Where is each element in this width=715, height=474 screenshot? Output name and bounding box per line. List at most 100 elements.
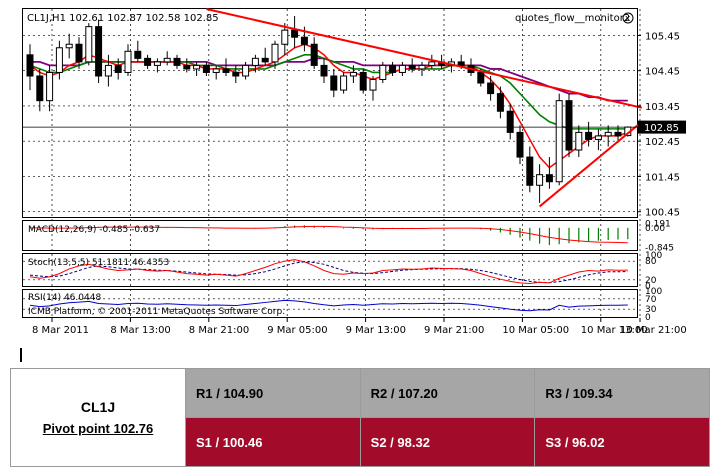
candle-body: [496, 93, 504, 112]
candle-body: [330, 75, 338, 91]
time-tick-label: 8 Mar 2011: [32, 325, 89, 336]
symbol-label: CL1J,H1 102.61 102.87 102.58 102.85: [27, 13, 219, 24]
candle-body: [516, 131, 524, 158]
stoch-label: Stoch(13,5,5) 51.1811 46.4353: [28, 258, 169, 268]
resistance-3: R3 / 109.34: [534, 368, 710, 418]
macd-signal-line: [30, 225, 628, 244]
candle-body: [526, 156, 534, 186]
trendline: [206, 8, 643, 109]
candle-body: [457, 61, 465, 66]
candle-body: [173, 57, 181, 66]
time-tick-label: 9 Mar 21:00: [424, 325, 484, 336]
settings-icon[interactable]: x: [622, 12, 634, 24]
macd-label: MACD(12,26,9) -0.485 -0.637: [28, 225, 160, 235]
indicator-tick-label: 20: [645, 276, 657, 286]
time-axis: 8 Mar 2011 8 Mar 13:00 8 Mar 21:00 9 Mar 05…: [32, 318, 687, 336]
trendlines: [206, 8, 643, 208]
candle-body: [163, 57, 171, 63]
table-row: S1 / 100.46 S2 / 98.32 S3 / 96.02: [11, 417, 710, 467]
candle-body: [310, 43, 318, 66]
resistance-1: R1 / 104.90: [185, 368, 361, 418]
candle-body: [300, 36, 308, 45]
candle-body: [545, 174, 553, 183]
candle-body: [55, 47, 63, 73]
current-price-tag: [638, 120, 686, 134]
time-tick-label: 8 Mar 13:00: [110, 325, 170, 336]
indicator-tick-label: 0: [645, 282, 651, 292]
candle-body: [85, 26, 93, 63]
time-tick-label: 10 Mar 21:00: [620, 325, 687, 336]
candle-body: [487, 82, 495, 95]
candle-body: [565, 100, 573, 151]
main-pane: [22, 8, 638, 218]
candle-body: [222, 68, 230, 73]
candle-body: [95, 26, 103, 77]
price-tick-label: 103.45: [645, 102, 680, 113]
candle-body: [193, 64, 201, 70]
indicator-tick-label: 80: [645, 257, 657, 267]
trendline: [538, 121, 643, 208]
candle-body: [359, 71, 367, 91]
copyright-label: ICMB Platform, © 2001-2011 MetaQuotes So…: [28, 307, 285, 317]
candle-body: [389, 64, 397, 73]
symbol-cell: CL1J Pivot point 102.76: [10, 368, 186, 467]
candle-body: [75, 43, 83, 63]
candle-body: [271, 43, 279, 63]
price-tick-label: 104.45: [645, 67, 680, 78]
price-tick-label: 102.45: [645, 137, 680, 148]
candle-body: [418, 64, 426, 70]
candle-body: [349, 71, 357, 77]
candle-body: [124, 50, 132, 73]
indicator-tick-label: 100: [645, 251, 662, 261]
candle-body: [536, 174, 544, 186]
candle-body: [281, 29, 289, 45]
stoch-main-line: [29, 259, 628, 285]
candle-body: [242, 64, 250, 77]
svg-text:x: x: [625, 14, 631, 24]
candle-body: [506, 110, 514, 133]
candle-body: [575, 131, 583, 151]
candle-body: [261, 57, 269, 63]
candle-body: [428, 61, 436, 66]
pivot-point: Pivot point 102.76: [42, 421, 154, 436]
candle-body: [251, 57, 259, 66]
time-tick-label: 8 Mar 21:00: [189, 325, 249, 336]
indicator-tick-label: -0.845: [645, 244, 674, 254]
price-tick-label: 101.45: [645, 172, 680, 183]
pivot-table: CL1J Pivot point 102.76 R1 / 104.90 R2 /…: [10, 368, 710, 467]
candle-body: [232, 71, 240, 77]
table-row: CL1J Pivot point 102.76 R1 / 104.90 R2 /…: [10, 368, 710, 467]
current-price-label: 102.85: [644, 123, 679, 134]
time-tick-label: 9 Mar 13:00: [346, 325, 406, 336]
support-3: S3 / 96.02: [534, 417, 710, 467]
candle-body: [202, 64, 210, 73]
price-axis: 105.45 104.45 103.45 102.45 101.45 100.45: [637, 31, 680, 219]
candle-body: [477, 71, 485, 84]
candle-body: [46, 71, 54, 102]
candle-body: [604, 131, 612, 137]
price-tick-label: 100.45: [645, 208, 680, 219]
resistance-2: R2 / 107.20: [359, 368, 536, 418]
candle-body: [408, 64, 416, 70]
candle-body: [369, 79, 377, 91]
candle-body: [144, 57, 152, 66]
indicator-tick-label: 0.191: [645, 219, 671, 229]
candle-body: [555, 100, 563, 183]
rsi-label: RSI(14) 46.0448: [28, 293, 101, 303]
indicator-tick-label: 0: [645, 313, 651, 323]
support-1: S1 / 100.46: [185, 417, 361, 467]
macd-pane: [22, 220, 638, 251]
candle-body: [212, 68, 220, 73]
candle-body: [614, 131, 622, 137]
candle-body: [320, 64, 328, 77]
candle-body: [104, 64, 112, 77]
candle-body: [594, 135, 602, 140]
indicator-tick-label: 100: [645, 287, 662, 297]
symbol-name: CL1J: [80, 399, 116, 415]
indicator-name-label: quotes_flow__monitor2: [515, 13, 630, 24]
candle-body: [379, 64, 387, 81]
time-tick-label: 10 Mar 13:00: [581, 325, 648, 336]
indicator-tick-label: 0.00: [645, 224, 665, 234]
